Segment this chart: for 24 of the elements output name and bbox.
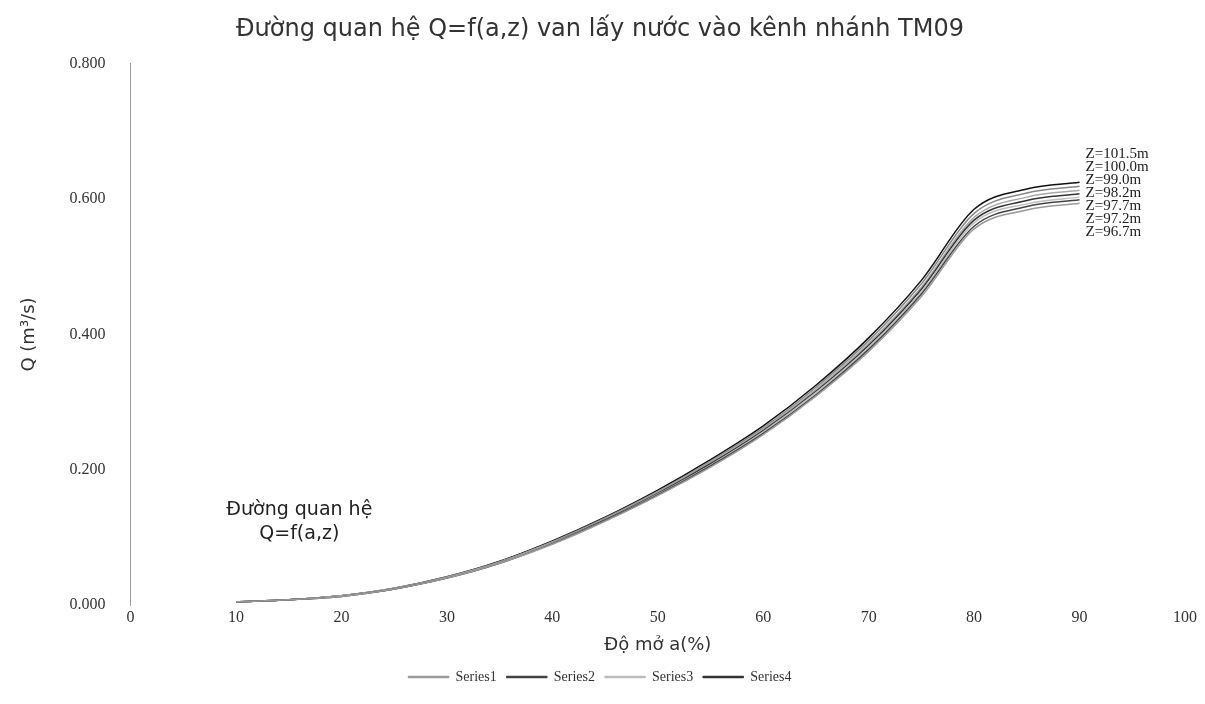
y-tick-label: 0.200 — [69, 460, 106, 478]
y-axis-title: Q (m³/s) — [17, 297, 39, 372]
x-axis-title: Độ mở a(%) — [604, 632, 712, 654]
x-tick-label: 40 — [544, 608, 561, 625]
chart-title: Đường quan hệ Q=f(a,z) van lấy nước vào kênh nhánh TM09 — [236, 13, 964, 42]
annotation: Đường quan hệ Q=f(a,z) — [226, 497, 373, 544]
x-tick-label: 70 — [860, 608, 877, 625]
y-tick-label: 0.600 — [69, 189, 106, 207]
x-tick-label: 60 — [755, 608, 772, 625]
x-tick-label: 10 — [228, 608, 245, 625]
x-tick-label: 30 — [438, 608, 455, 625]
legend-label: Series3 — [652, 668, 694, 684]
x-tick-label: 80 — [966, 608, 983, 625]
legend-label: Series2 — [553, 668, 595, 684]
x-tick-label: 50 — [649, 608, 666, 625]
x-tick-label: 0 — [126, 608, 135, 625]
y-tick-label: 0.800 — [69, 54, 106, 71]
x-tick-label: 90 — [1071, 608, 1088, 625]
x-tick-label: 100 — [1173, 608, 1197, 625]
y-tick-label: 0.000 — [69, 595, 106, 613]
x-tick-label: 20 — [333, 608, 350, 625]
legend-label: Series1 — [455, 668, 497, 684]
legend-label: Series4 — [750, 668, 792, 684]
y-tick-label: 0.400 — [69, 324, 106, 342]
